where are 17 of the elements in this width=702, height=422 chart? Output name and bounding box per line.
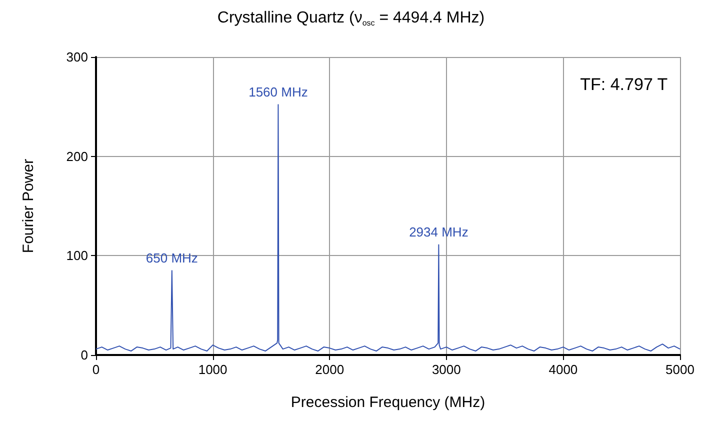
y-tick-label: 100 [66,248,88,264]
line-series [96,104,680,352]
annotation: 1560 MHz [248,84,308,100]
x-tick-label: 4000 [548,362,578,377]
annotation: TF: 4.797 T [580,75,668,94]
x-tick-label: 0 [92,362,100,377]
y-tick-label: 200 [66,148,88,164]
x-tick-label: 1000 [198,362,228,377]
x-tick-label: 5000 [666,362,694,377]
y-axis-title: Fourier Power [20,158,37,254]
x-tick-label: 2000 [315,362,344,377]
y-tick-label: 300 [66,50,88,64]
x-tick-label: 3000 [432,362,461,377]
annotation: 2934 MHz [409,224,468,240]
y-tick-label: 0 [80,348,88,362]
x-axis-title: Precession Frequency (MHz) [290,394,486,411]
annotation: 650 MHz [146,250,198,266]
